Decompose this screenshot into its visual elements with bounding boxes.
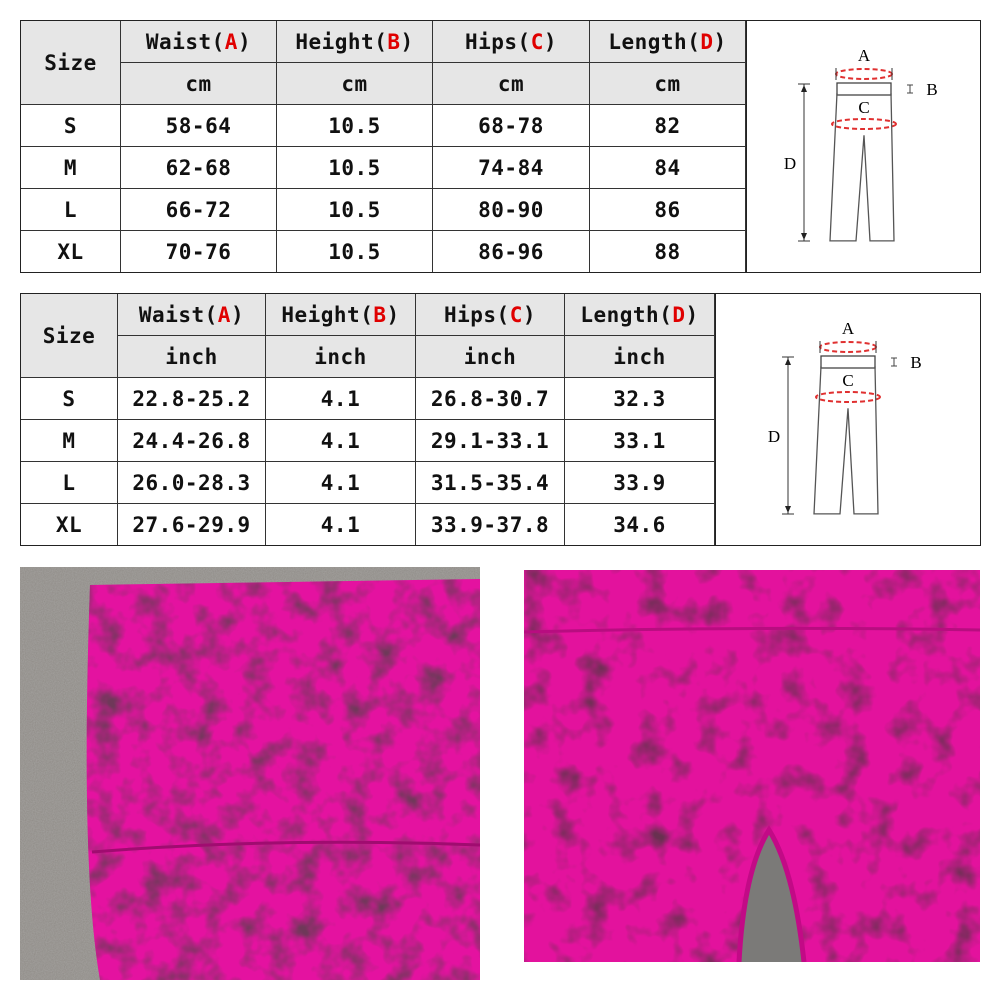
value-cell: 27.6-29.9	[118, 504, 266, 545]
size-header: Size	[21, 21, 121, 105]
value-cell: 31.5-35.4	[416, 462, 565, 504]
value-cell: 10.5	[277, 231, 433, 272]
column-header-waist: Waist(A)	[121, 21, 277, 63]
value-cell: 26.8-30.7	[416, 378, 565, 420]
value-cell: 10.5	[277, 147, 433, 189]
label-a: A	[842, 320, 855, 338]
unit-label: inch	[118, 336, 266, 378]
value-cell: 84	[590, 147, 746, 189]
value-cell: 80-90	[433, 189, 590, 231]
value-cell: 29.1-33.1	[416, 420, 565, 462]
column-header-hips: Hips(C)	[416, 294, 565, 336]
product-photo-back	[524, 570, 980, 962]
size-table-inch: Size Waist(A) Height(B) Hips(C) Length(D) inc…	[20, 293, 981, 546]
value-cell: 82	[590, 105, 746, 147]
column-letter: D	[700, 29, 714, 54]
unit-label: cm	[277, 63, 433, 105]
size-cell: L	[21, 462, 118, 504]
size-cell: M	[21, 420, 118, 462]
column-name: Height	[281, 302, 361, 327]
value-cell: 62-68	[121, 147, 277, 189]
value-cell: 33.1	[565, 420, 715, 462]
value-cell: 24.4-26.8	[118, 420, 266, 462]
value-cell: 33.9	[565, 462, 715, 504]
value-cell: 4.1	[266, 504, 416, 545]
column-header-hips: Hips(C)	[433, 21, 590, 63]
column-name: Length	[580, 302, 660, 327]
column-name: Hips	[443, 302, 497, 327]
value-cell: 32.3	[565, 378, 715, 420]
column-name: Height	[295, 29, 375, 54]
value-cell: 68-78	[433, 105, 590, 147]
value-cell: 58-64	[121, 105, 277, 147]
value-cell: 88	[590, 231, 746, 272]
column-header-height: Height(B)	[266, 294, 416, 336]
column-header-waist: Waist(A)	[118, 294, 266, 336]
label-d: D	[784, 154, 796, 173]
column-letter: D	[672, 302, 686, 327]
pants-measurement-diagram: A B C D	[716, 294, 980, 545]
label-b: B	[910, 353, 921, 372]
value-cell: 22.8-25.2	[118, 378, 266, 420]
value-cell: 66-72	[121, 189, 277, 231]
value-cell: 4.1	[266, 420, 416, 462]
column-letter: A	[217, 302, 231, 327]
column-letter: B	[373, 302, 387, 327]
column-name: Length	[608, 29, 688, 54]
pants-measurement-diagram: A B C D	[747, 21, 980, 272]
label-a: A	[857, 47, 870, 65]
size-cell: XL	[21, 504, 118, 545]
column-name: Hips	[464, 29, 518, 54]
value-cell: 4.1	[266, 462, 416, 504]
size-cell: S	[21, 105, 121, 147]
product-photo-waistband	[20, 567, 480, 980]
size-cell: M	[21, 147, 121, 189]
value-cell: 86-96	[433, 231, 590, 272]
size-header: Size	[21, 294, 118, 378]
unit-label: cm	[433, 63, 590, 105]
value-cell: 10.5	[277, 189, 433, 231]
column-letter: B	[387, 29, 401, 54]
value-cell: 34.6	[565, 504, 715, 545]
size-cell: L	[21, 189, 121, 231]
value-cell: 33.9-37.8	[416, 504, 565, 545]
unit-label: inch	[565, 336, 715, 378]
column-header-length: Length(D)	[565, 294, 715, 336]
unit-label: cm	[590, 63, 746, 105]
label-d: D	[768, 427, 780, 446]
column-letter: C	[509, 302, 523, 327]
column-name: Waist	[145, 29, 212, 54]
value-cell: 4.1	[266, 378, 416, 420]
column-letter: A	[224, 29, 238, 54]
value-cell: 70-76	[121, 231, 277, 272]
value-cell: 10.5	[277, 105, 433, 147]
column-name: Waist	[138, 302, 205, 327]
column-header-height: Height(B)	[277, 21, 433, 63]
value-cell: 86	[590, 189, 746, 231]
unit-label: inch	[416, 336, 565, 378]
column-header-length: Length(D)	[590, 21, 746, 63]
size-cell: XL	[21, 231, 121, 272]
unit-label: cm	[121, 63, 277, 105]
label-c: C	[842, 371, 853, 390]
value-cell: 74-84	[433, 147, 590, 189]
column-letter: C	[530, 29, 544, 54]
size-cell: S	[21, 378, 118, 420]
label-c: C	[858, 98, 869, 117]
unit-label: inch	[266, 336, 416, 378]
size-table-cm: Size Waist(A) Height(B) Hips(C) Length(D) cm c…	[20, 20, 981, 273]
value-cell: 26.0-28.3	[118, 462, 266, 504]
label-b: B	[926, 80, 937, 99]
